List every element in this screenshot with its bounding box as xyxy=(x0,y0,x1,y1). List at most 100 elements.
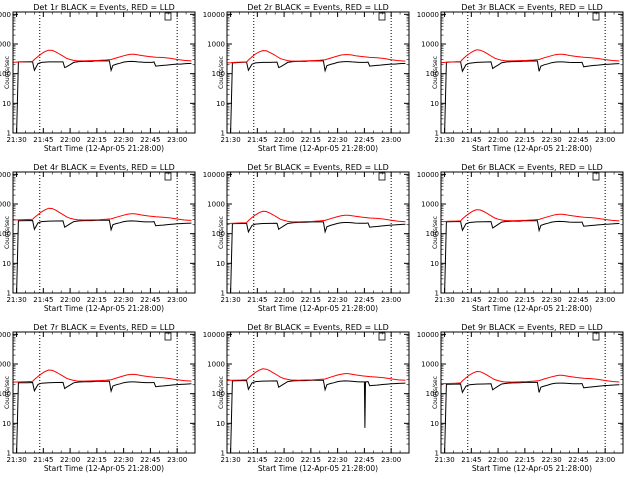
y-tick-label: 1 xyxy=(221,290,225,298)
plot-frame xyxy=(12,171,196,294)
lld-series-line xyxy=(226,50,406,64)
x-tick-label: 22:30 xyxy=(542,296,562,304)
panel-grid: Det 1r BLACK = Events, RED = LLD Counts/s… xyxy=(0,3,624,473)
x-tick-label: 22:00 xyxy=(274,296,294,304)
y-tick-label: 10000 xyxy=(417,171,439,179)
chart-title: Det 6r BLACK = Events, RED = LLD xyxy=(461,163,603,172)
x-axis-label: Start Time (12-Apr-05 21:28:00) xyxy=(472,144,592,153)
y-axis-label: Counts/sec xyxy=(218,376,225,409)
y-tick-label: 100 xyxy=(212,230,225,238)
x-tick-label: 22:30 xyxy=(114,296,134,304)
x-tick-label: 21:30 xyxy=(220,136,240,144)
chart-panel-5: Det 5r BLACK = Events, RED = LLD Counts/s… xyxy=(203,163,410,313)
chart-panel-2: Det 2r BLACK = Events, RED = LLD Counts/s… xyxy=(203,3,410,153)
x-tick-label: 22:45 xyxy=(354,136,374,144)
x-axis-label: Start Time (12-Apr-05 21:28:00) xyxy=(258,144,378,153)
x-tick-label: 21:30 xyxy=(434,296,454,304)
x-tick-label: 22:00 xyxy=(488,136,508,144)
y-tick-label: 1000 xyxy=(421,41,439,49)
y-tick-label: 1 xyxy=(221,130,225,138)
x-tick-label: 22:45 xyxy=(568,296,588,304)
x-tick-label: 23:00 xyxy=(381,456,401,464)
x-tick-label: 22:15 xyxy=(301,296,321,304)
chart-title: Det 5r BLACK = Events, RED = LLD xyxy=(247,163,389,172)
x-tick-label: 22:00 xyxy=(60,296,80,304)
y-tick-label: 100 xyxy=(0,390,11,398)
x-tick-label: 23:00 xyxy=(167,296,187,304)
y-tick-label: 1000 xyxy=(0,201,11,209)
x-tick-label: 21:30 xyxy=(220,456,240,464)
plot-frame xyxy=(440,171,624,294)
lld-series-line xyxy=(226,210,406,224)
x-tick-label: 23:00 xyxy=(381,136,401,144)
y-tick-label: 1000 xyxy=(421,361,439,369)
y-tick-label: 10000 xyxy=(0,331,11,339)
plot-frame xyxy=(440,11,624,134)
x-tick-label: 22:45 xyxy=(568,136,588,144)
y-tick-label: 10000 xyxy=(0,171,11,179)
x-tick-label: 21:45 xyxy=(247,136,267,144)
events-series-line xyxy=(227,379,406,454)
x-tick-label: 22:45 xyxy=(568,456,588,464)
x-tick-label: 23:00 xyxy=(167,136,187,144)
y-tick-label: 10000 xyxy=(203,331,225,339)
y-axis-label: Counts/sec xyxy=(432,56,439,89)
x-tick-label: 22:45 xyxy=(354,456,374,464)
x-tick-label: 21:45 xyxy=(461,136,481,144)
lld-series-line xyxy=(12,49,192,63)
y-axis-label: Counts/sec xyxy=(4,56,11,89)
x-tick-label: 22:00 xyxy=(488,296,508,304)
plot-frame xyxy=(226,171,410,294)
x-tick-label: 21:45 xyxy=(247,456,267,464)
x-tick-label: 22:30 xyxy=(114,136,134,144)
legend-box xyxy=(592,12,600,21)
legend-box xyxy=(592,332,600,341)
y-tick-label: 10 xyxy=(430,260,439,268)
x-tick-label: 22:30 xyxy=(542,456,562,464)
x-tick-label: 22:45 xyxy=(140,296,160,304)
plot-frame xyxy=(440,331,624,454)
x-tick-label: 21:45 xyxy=(461,296,481,304)
x-tick-label: 21:45 xyxy=(33,296,53,304)
y-tick-label: 100 xyxy=(0,230,11,238)
y-tick-label: 10 xyxy=(216,260,225,268)
legend-box xyxy=(164,332,172,341)
x-tick-label: 21:45 xyxy=(461,456,481,464)
y-tick-label: 10000 xyxy=(417,331,439,339)
y-tick-label: 100 xyxy=(212,70,225,78)
legend-box xyxy=(164,172,172,181)
y-tick-label: 1000 xyxy=(0,41,11,49)
x-tick-label: 22:15 xyxy=(515,296,535,304)
y-tick-label: 1 xyxy=(221,450,225,458)
y-tick-label: 10000 xyxy=(417,11,439,19)
lld-series-line xyxy=(440,209,620,223)
x-tick-label: 22:15 xyxy=(515,136,535,144)
x-axis-label: Start Time (12-Apr-05 21:28:00) xyxy=(258,304,378,313)
y-tick-label: 1 xyxy=(7,450,11,458)
y-tick-label: 10000 xyxy=(0,11,11,19)
legend-box xyxy=(378,12,386,21)
lld-series-line xyxy=(440,49,620,64)
x-tick-label: 22:45 xyxy=(354,296,374,304)
lld-series-line xyxy=(226,368,406,381)
x-tick-label: 22:30 xyxy=(328,136,348,144)
y-axis-label: Counts/sec xyxy=(432,216,439,249)
chart-title: Det 1r BLACK = Events, RED = LLD xyxy=(33,3,175,12)
x-tick-label: 22:00 xyxy=(60,456,80,464)
x-axis-label: Start Time (12-Apr-05 21:28:00) xyxy=(258,464,378,473)
chart-panel-9: Det 9r BLACK = Events, RED = LLD Counts/s… xyxy=(417,323,624,473)
legend-box xyxy=(164,12,172,21)
x-tick-label: 22:30 xyxy=(114,456,134,464)
y-tick-label: 100 xyxy=(426,390,439,398)
x-tick-label: 22:15 xyxy=(87,456,107,464)
x-tick-label: 21:30 xyxy=(434,456,454,464)
x-tick-label: 23:00 xyxy=(595,456,615,464)
y-axis-label: Counts/sec xyxy=(432,376,439,409)
chart-panel-4: Det 4r BLACK = Events, RED = LLD Counts/s… xyxy=(0,163,196,313)
y-axis-label: Counts/sec xyxy=(218,56,225,89)
events-series-line xyxy=(13,219,192,294)
x-tick-label: 21:30 xyxy=(220,296,240,304)
chart-title: Det 9r BLACK = Events, RED = LLD xyxy=(461,323,603,332)
x-tick-label: 22:15 xyxy=(515,456,535,464)
